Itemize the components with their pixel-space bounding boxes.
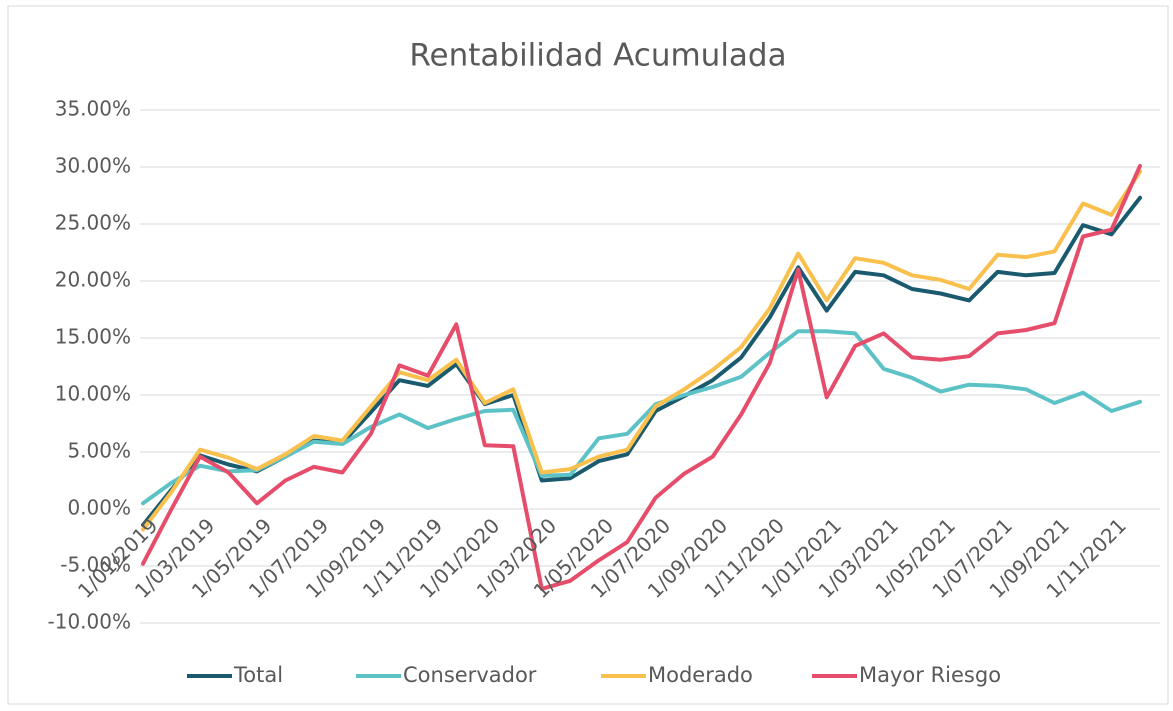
grid [140,109,1160,624]
legend-label: Moderado [648,663,753,687]
legend: Total Conservador Moderado Mayor Riesgo [187,663,1001,687]
lines [141,163,1142,591]
y-tick-label: -10.00% [48,610,131,634]
y-tick-label: 20.00% [55,268,131,292]
chart-frame [7,5,1169,705]
legend-label: Mayor Riesgo [859,663,1001,687]
series-line [141,163,1142,591]
y-tick-label: 5.00% [67,439,131,463]
legend-label: Conservador [403,663,537,687]
chart-title: Rentabilidad Acumulada [409,38,786,74]
y-tick-label: 30.00% [55,154,131,178]
y-tick-label: 0.00% [67,496,131,520]
y-tick-label: 15.00% [55,325,131,349]
y-tick-label: 25.00% [55,211,131,235]
legend-label: Total [233,663,283,687]
y-tick-label: 35.00% [55,97,131,121]
y-tick-label: -5.00% [60,553,131,577]
y-tick-label: 10.00% [55,382,131,406]
series-line [141,169,1142,532]
series-line [141,329,1142,506]
